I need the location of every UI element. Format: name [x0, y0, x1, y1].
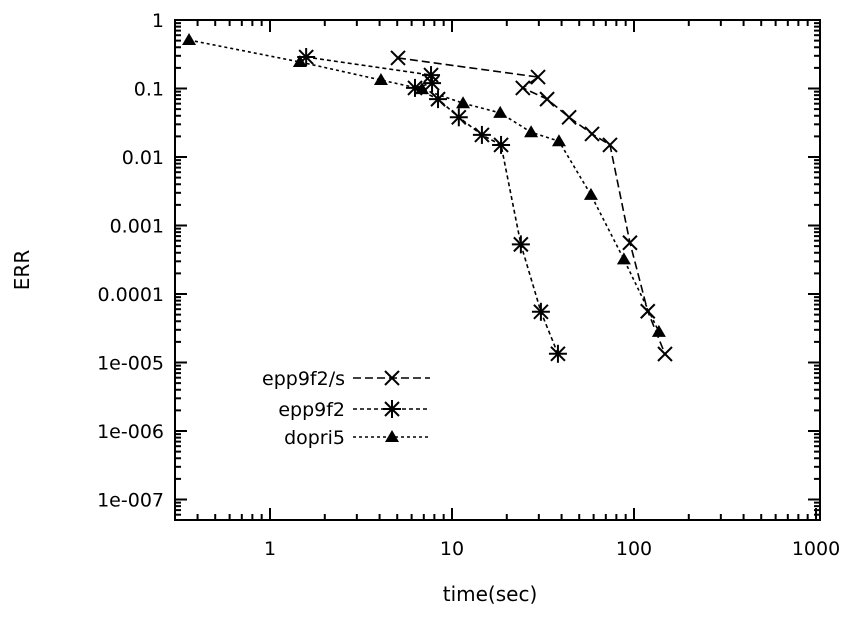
asterisk-marker: [548, 344, 567, 363]
x-tick-label: 100: [616, 538, 652, 560]
y-tick-label: 1: [152, 10, 164, 32]
y-tick-label: 0.0001: [98, 284, 164, 306]
series-layer: [182, 33, 673, 363]
marker-stroke: [530, 69, 546, 85]
x-marker: [390, 50, 406, 66]
series-epp9f2: [297, 48, 567, 363]
series-epp9f2-s: [390, 50, 673, 362]
triangle-marker-shape: [524, 125, 539, 138]
triangle-marker: [182, 33, 197, 46]
triangle-marker: [583, 187, 598, 200]
asterisk-marker: [531, 302, 550, 321]
x-marker: [657, 346, 673, 362]
x-marker: [530, 69, 546, 85]
x-marker: [539, 91, 555, 107]
triangle-marker-shape: [414, 82, 429, 95]
triangle-marker: [373, 73, 388, 86]
asterisk-marker: [429, 90, 448, 109]
marker-stroke: [602, 137, 618, 153]
triangle-marker: [456, 96, 471, 109]
x-tick-label: 1000: [792, 538, 840, 560]
asterisk-marker: [423, 74, 442, 93]
y-tick-label: 0.001: [110, 216, 164, 238]
x-marker: [622, 235, 638, 251]
series-dopri5: [182, 33, 666, 337]
triangle-marker-shape: [651, 324, 666, 337]
y-tick-label: 1e-005: [97, 353, 164, 375]
triangle-marker: [524, 125, 539, 138]
triangle-marker-shape: [373, 73, 388, 86]
marker-stroke: [384, 370, 400, 386]
asterisk-marker: [449, 108, 468, 127]
marker-stroke: [657, 346, 673, 362]
triangle-marker-shape: [456, 96, 471, 109]
marker-stroke: [584, 126, 600, 142]
y-tick-labels: 1 0.1 0.01 0.001 0.0001 1e-005 1e-006 1e-007: [97, 10, 164, 512]
triangle-marker: [616, 252, 631, 265]
marker-stroke: [390, 50, 406, 66]
x-marker: [515, 80, 531, 96]
marker-stroke: [515, 80, 531, 96]
x-marker: [602, 137, 618, 153]
marker-stroke: [561, 109, 577, 125]
asterisk-marker: [472, 125, 491, 144]
triangle-marker-shape: [292, 54, 307, 67]
legend-label: epp9f2/s: [262, 368, 345, 390]
triangle-marker-shape: [182, 33, 197, 46]
y-tick-label: 1e-007: [97, 490, 164, 512]
x-tick-label: 10: [440, 538, 464, 560]
y-tick-label: 1e-006: [97, 421, 164, 443]
legend: epp9f2/s epp9f2 dopri5: [262, 368, 430, 449]
marker-stroke: [622, 235, 638, 251]
x-marker: [561, 109, 577, 125]
triangle-marker-shape: [385, 430, 399, 442]
triangle-marker: [551, 134, 566, 147]
legend-label: epp9f2: [278, 399, 345, 421]
triangle-marker: [414, 82, 429, 95]
plot-frame: [174, 19, 821, 521]
triangle-marker: [651, 324, 666, 337]
x-marker: [640, 303, 656, 319]
triangle-marker-shape: [493, 105, 508, 118]
asterisk-marker: [383, 400, 401, 418]
triangle-marker: [493, 105, 508, 118]
x-axis-label: time(sec): [443, 582, 538, 606]
asterisk-marker: [492, 135, 511, 154]
triangle-marker-shape: [616, 252, 631, 265]
y-tick-label: 0.1: [134, 79, 164, 101]
triangle-marker-shape: [583, 187, 598, 200]
x-marker: [384, 370, 400, 386]
y-axis-label: ERR: [10, 250, 34, 291]
x-marker: [584, 126, 600, 142]
marker-stroke: [539, 91, 555, 107]
axis-ticks: [175, 19, 820, 520]
x-tick-labels: 1 10 100 1000: [264, 538, 840, 560]
series-line: [397, 57, 666, 355]
legend-label: dopri5: [284, 427, 345, 449]
asterisk-marker: [511, 235, 530, 254]
series-line: [306, 56, 559, 355]
triangle-marker: [385, 430, 399, 442]
x-tick-label: 1: [264, 538, 276, 560]
triangle-marker: [292, 54, 307, 67]
y-tick-label: 0.01: [122, 147, 164, 169]
triangle-marker-shape: [551, 134, 566, 147]
marker-stroke: [640, 303, 656, 319]
